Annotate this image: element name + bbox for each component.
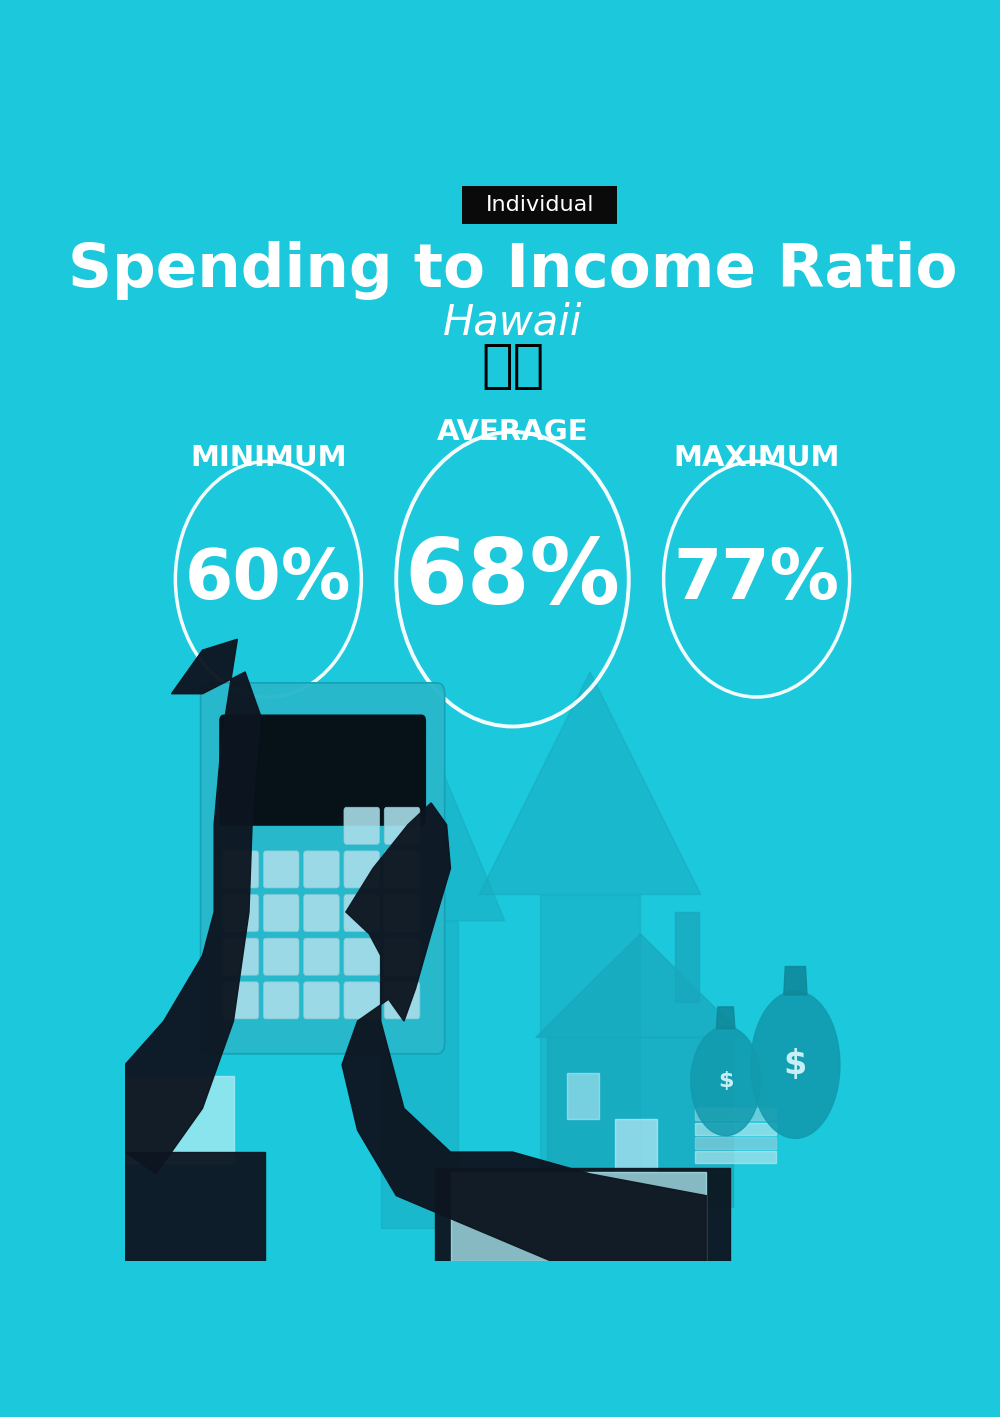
Text: $: $ xyxy=(784,1049,807,1081)
FancyBboxPatch shape xyxy=(344,808,380,845)
Text: 🇺🇸: 🇺🇸 xyxy=(481,340,544,393)
FancyBboxPatch shape xyxy=(304,894,339,931)
Polygon shape xyxy=(479,672,701,894)
FancyBboxPatch shape xyxy=(304,982,339,1019)
FancyBboxPatch shape xyxy=(344,982,380,1019)
Text: 68%: 68% xyxy=(404,536,620,623)
FancyBboxPatch shape xyxy=(223,850,259,888)
Text: Individual: Individual xyxy=(485,196,594,215)
Text: AVERAGE: AVERAGE xyxy=(437,418,588,446)
FancyBboxPatch shape xyxy=(263,938,299,975)
Text: MINIMUM: MINIMUM xyxy=(190,444,347,472)
Text: 60%: 60% xyxy=(185,546,352,612)
FancyBboxPatch shape xyxy=(384,982,420,1019)
Polygon shape xyxy=(695,1151,776,1163)
FancyBboxPatch shape xyxy=(384,894,420,931)
FancyBboxPatch shape xyxy=(263,982,299,1019)
Polygon shape xyxy=(567,1074,599,1119)
Ellipse shape xyxy=(691,1026,761,1135)
FancyBboxPatch shape xyxy=(344,850,380,888)
Text: 77%: 77% xyxy=(674,546,840,612)
FancyBboxPatch shape xyxy=(223,982,259,1019)
Polygon shape xyxy=(695,1108,776,1121)
Polygon shape xyxy=(716,1007,735,1029)
FancyBboxPatch shape xyxy=(219,714,426,826)
Polygon shape xyxy=(547,1037,733,1207)
Polygon shape xyxy=(435,1169,730,1261)
FancyBboxPatch shape xyxy=(304,938,339,975)
Polygon shape xyxy=(784,966,807,995)
FancyBboxPatch shape xyxy=(304,850,339,888)
FancyBboxPatch shape xyxy=(344,938,380,975)
FancyBboxPatch shape xyxy=(344,894,380,931)
FancyBboxPatch shape xyxy=(384,938,420,975)
Polygon shape xyxy=(125,639,261,1173)
Text: $: $ xyxy=(718,1071,733,1091)
Text: MAXIMUM: MAXIMUM xyxy=(673,444,840,472)
Text: Spending to Income Ratio: Spending to Income Ratio xyxy=(68,241,957,300)
Polygon shape xyxy=(695,1122,776,1135)
FancyBboxPatch shape xyxy=(384,808,420,845)
Ellipse shape xyxy=(751,990,840,1138)
Polygon shape xyxy=(536,934,745,1037)
FancyBboxPatch shape xyxy=(263,850,299,888)
Polygon shape xyxy=(615,1119,657,1207)
FancyBboxPatch shape xyxy=(223,894,259,931)
Text: Hawaii: Hawaii xyxy=(443,302,582,344)
FancyBboxPatch shape xyxy=(384,850,420,888)
Polygon shape xyxy=(125,1076,234,1163)
FancyBboxPatch shape xyxy=(223,938,259,975)
Polygon shape xyxy=(540,894,640,1229)
FancyBboxPatch shape xyxy=(462,187,617,224)
Polygon shape xyxy=(334,716,505,921)
Polygon shape xyxy=(695,1136,776,1149)
Polygon shape xyxy=(675,913,698,1002)
FancyBboxPatch shape xyxy=(263,894,299,931)
Polygon shape xyxy=(450,1172,706,1261)
FancyBboxPatch shape xyxy=(201,683,445,1054)
Polygon shape xyxy=(125,1152,264,1261)
Polygon shape xyxy=(381,921,458,1229)
Polygon shape xyxy=(342,803,706,1261)
